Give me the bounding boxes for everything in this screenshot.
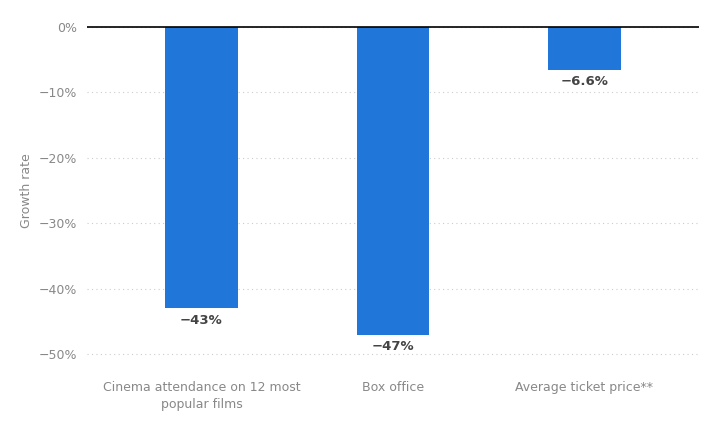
Text: −43%: −43% xyxy=(180,314,223,327)
Bar xyxy=(357,26,429,335)
Bar xyxy=(165,26,238,308)
Y-axis label: Growth rate: Growth rate xyxy=(19,153,32,228)
Text: −47%: −47% xyxy=(371,340,415,353)
Text: −6.6%: −6.6% xyxy=(560,75,609,88)
Bar xyxy=(548,26,621,70)
